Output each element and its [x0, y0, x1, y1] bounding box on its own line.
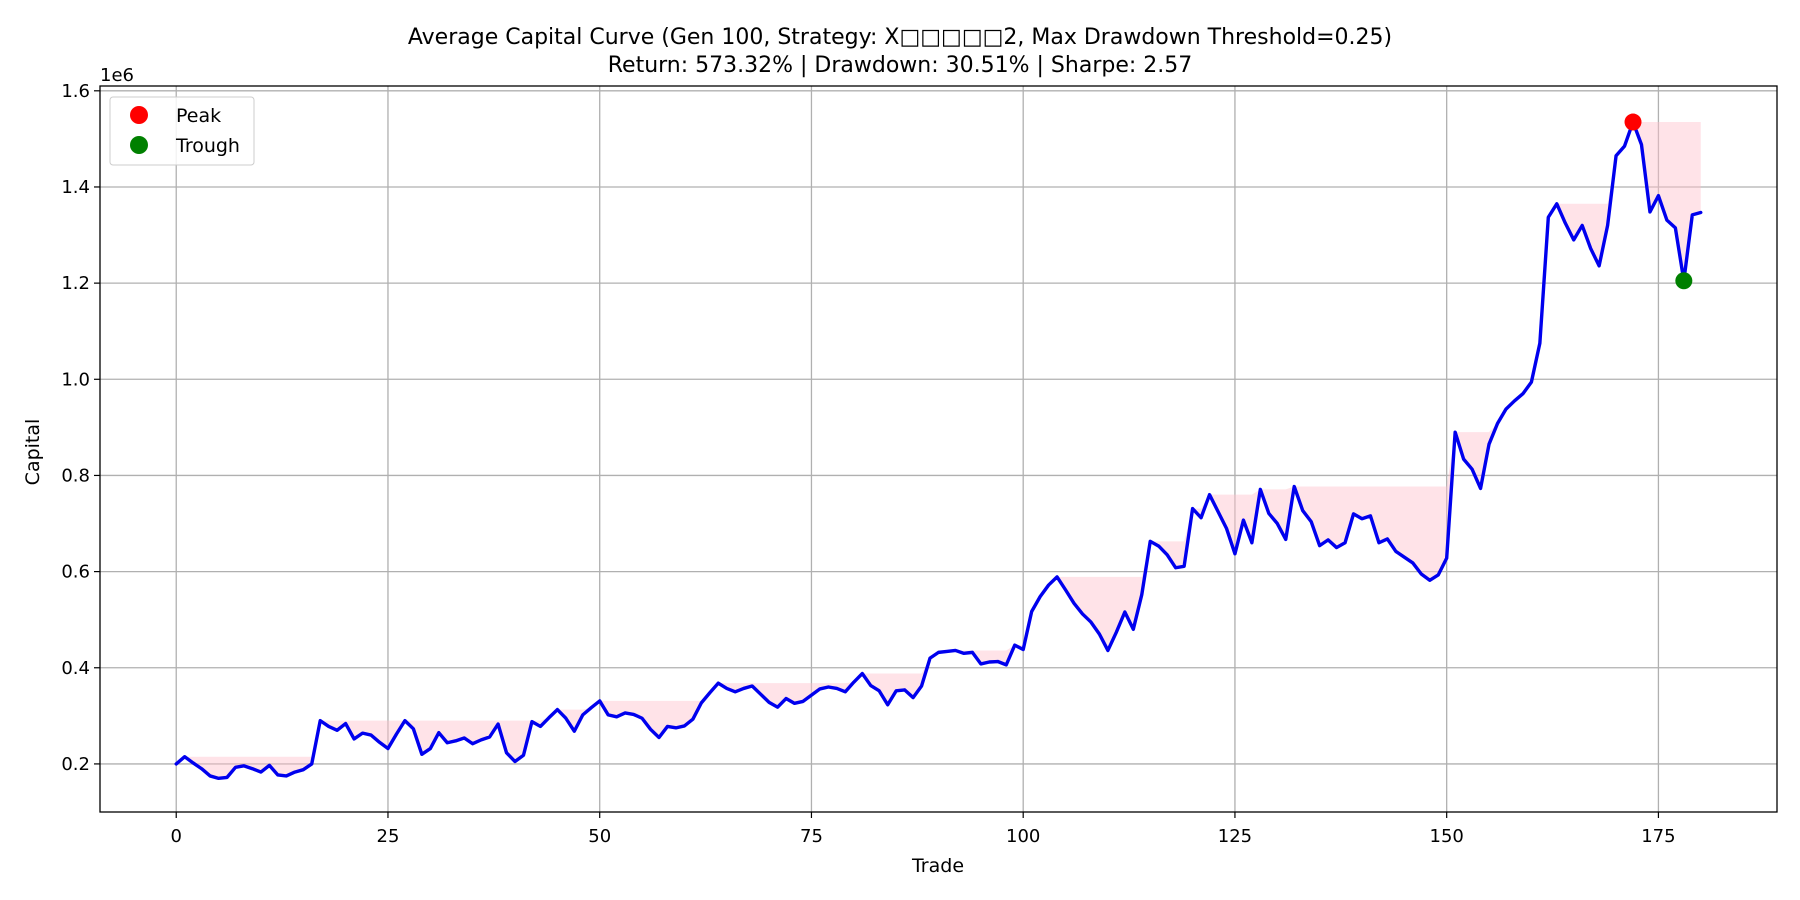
x-tick-label: 125	[1218, 826, 1252, 847]
grid	[100, 86, 1777, 812]
drawdown-fill	[176, 122, 1701, 779]
legend-peak-label: Peak	[176, 105, 221, 127]
x-tick-label: 25	[377, 826, 400, 847]
marker-layer	[1624, 113, 1693, 290]
y-tick-label: 1.6	[61, 81, 90, 102]
y-tick-label: 1.2	[61, 273, 90, 294]
peak-marker	[1624, 113, 1642, 131]
y-axis-label: Capital	[22, 419, 44, 486]
x-tick-label: 50	[588, 826, 611, 847]
legend: Peak Trough	[109, 96, 255, 166]
plot-frame	[99, 85, 1778, 813]
drawdown-fill-area	[176, 122, 1701, 779]
y-axis-offset-label: 1e6	[100, 65, 134, 86]
x-tick-label: 150	[1430, 826, 1464, 847]
series-layer	[174, 120, 1703, 781]
x-axis-label: Trade	[911, 855, 964, 877]
x-tick-label: 100	[1006, 826, 1040, 847]
y-tick-label: 0.2	[61, 754, 90, 775]
y-tick-label: 0.8	[61, 465, 90, 486]
x-tick-label: 0	[171, 826, 182, 847]
chart-title: Average Capital Curve (Gen 100, Strategy…	[407, 25, 1393, 50]
y-tick-label: 0.4	[61, 658, 90, 679]
x-tick-label: 75	[800, 826, 823, 847]
x-axis: 0 25 50 75 100 125 150 175	[171, 812, 1676, 847]
trough-marker	[1675, 272, 1693, 290]
legend-peak-marker	[130, 106, 148, 124]
y-tick-label: 1.0	[61, 369, 90, 390]
chart-subtitle: Return: 573.32% | Drawdown: 30.51% | Sha…	[607, 53, 1193, 78]
y-tick-label: 0.6	[61, 562, 90, 583]
y-axis: 0.2 0.4 0.6 0.8 1.0 1.2 1.4 1.6	[61, 81, 100, 775]
x-tick-label: 175	[1641, 826, 1675, 847]
legend-trough-label: Trough	[175, 135, 240, 157]
y-tick-label: 1.4	[61, 177, 90, 198]
legend-trough-marker	[130, 136, 148, 154]
capital-series-line	[174, 120, 1703, 781]
